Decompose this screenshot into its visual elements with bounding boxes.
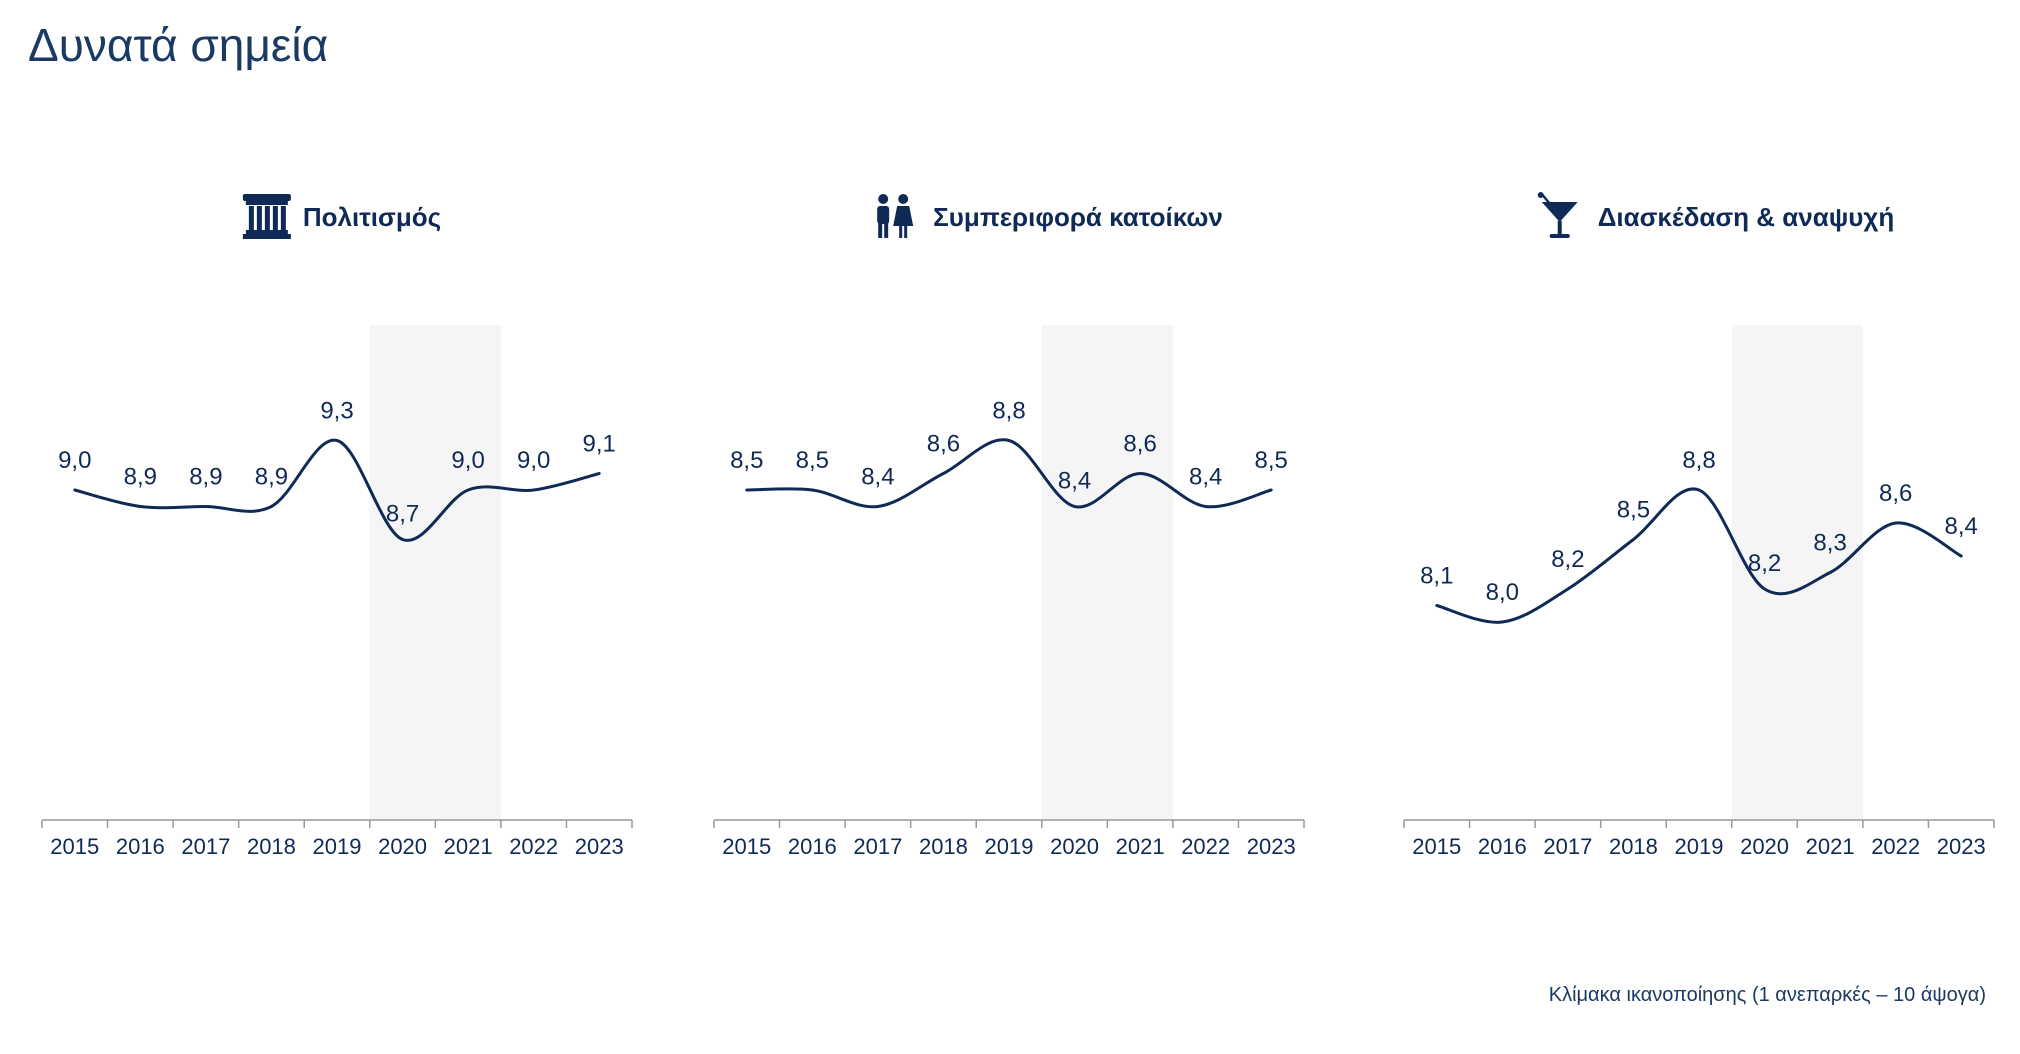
x-tick-label: 2017 (1543, 834, 1592, 859)
highlight-band (369, 325, 501, 820)
data-label: 9,0 (58, 447, 91, 474)
x-tick-label: 2015 (722, 834, 771, 859)
data-label: 8,8 (992, 398, 1025, 425)
data-label: 8,5 (730, 447, 763, 474)
data-label: 8,5 (1617, 497, 1650, 524)
x-tick-label: 2021 (1806, 834, 1855, 859)
data-label: 8,2 (1748, 550, 1781, 577)
x-tick-label: 2022 (1871, 834, 1920, 859)
x-tick-label: 2018 (247, 834, 296, 859)
data-label: 8,5 (1255, 447, 1288, 474)
chart-title: Πολιτισμός (303, 202, 441, 232)
x-tick-label: 2020 (378, 834, 427, 859)
data-label: 8,2 (1551, 546, 1584, 573)
data-label: 8,8 (1682, 447, 1715, 474)
data-label: 8,3 (1813, 530, 1846, 557)
series-line (73, 438, 601, 542)
x-tick-label: 2019 (985, 834, 1034, 859)
chart-panel-3: Διασκέδαση & αναψυχή 2015 2016 2017 2018 2019… (1403, 192, 1995, 859)
data-label: 9,0 (517, 447, 550, 474)
chart-panel-1: Πολιτισμός 2015 2016 2017 2018 2019 2020 2021 20… (41, 194, 633, 859)
series-line (745, 438, 1273, 509)
x-tick-label: 2016 (788, 834, 837, 859)
x-tick-label: 2019 (1675, 834, 1724, 859)
data-label: 8,6 (1879, 480, 1912, 507)
page-title: Δυνατά σημεία (28, 19, 329, 71)
x-tick-label: 2015 (50, 834, 99, 859)
data-label: 9,0 (451, 447, 484, 474)
data-label: 8,1 (1420, 563, 1453, 590)
x-tick-label: 2023 (575, 834, 624, 859)
x-tick-label: 2021 (444, 834, 493, 859)
data-label: 8,5 (796, 447, 829, 474)
x-tick-label: 2018 (919, 834, 968, 859)
highlight-band (1731, 325, 1863, 820)
x-tick-label: 2022 (509, 834, 558, 859)
data-label: 8,4 (861, 464, 894, 491)
data-label: 8,9 (255, 464, 288, 491)
x-tick-label: 2019 (313, 834, 362, 859)
x-tick-label: 2017 (181, 834, 230, 859)
x-tick-label: 2022 (1181, 834, 1230, 859)
x-tick-label: 2015 (1412, 834, 1461, 859)
data-label: 8,9 (189, 464, 222, 491)
scale-footnote: Κλίμακα ικανοποίησης (1 ανεπαρκές – 10 ά… (1548, 984, 1986, 1006)
cocktail-icon (1537, 192, 1578, 238)
x-tick-label: 2023 (1937, 834, 1986, 859)
data-label: 8,6 (1123, 431, 1156, 458)
data-label: 8,9 (124, 464, 157, 491)
x-tick-label: 2020 (1050, 834, 1099, 859)
data-label: 9,1 (583, 431, 616, 458)
x-tick-label: 2018 (1609, 834, 1658, 859)
x-tick-label: 2023 (1247, 834, 1296, 859)
x-tick-label: 2021 (1116, 834, 1165, 859)
data-label: 8,7 (386, 501, 419, 528)
column-icon (242, 194, 291, 239)
data-label: 8,4 (1058, 468, 1091, 495)
chart-title: Διασκέδαση & αναψυχή (1598, 202, 1895, 232)
data-label: 8,4 (1189, 464, 1222, 491)
series-line (1435, 487, 1963, 624)
chart-title: Συμπεριφορά κατοίκων (933, 202, 1223, 232)
x-tick-label: 2020 (1740, 834, 1789, 859)
highlight-band (1041, 325, 1173, 820)
x-tick-label: 2016 (1478, 834, 1527, 859)
data-label: 9,3 (320, 398, 353, 425)
data-label: 8,4 (1945, 513, 1978, 540)
x-tick-label: 2017 (853, 834, 902, 859)
chart-panel-2: Συμπεριφορά κατοίκων 2015 2016 2017 2018 2019… (713, 194, 1305, 859)
x-tick-label: 2016 (116, 834, 165, 859)
people-icon (877, 194, 914, 238)
data-label: 8,0 (1486, 579, 1519, 606)
data-label: 8,6 (927, 431, 960, 458)
